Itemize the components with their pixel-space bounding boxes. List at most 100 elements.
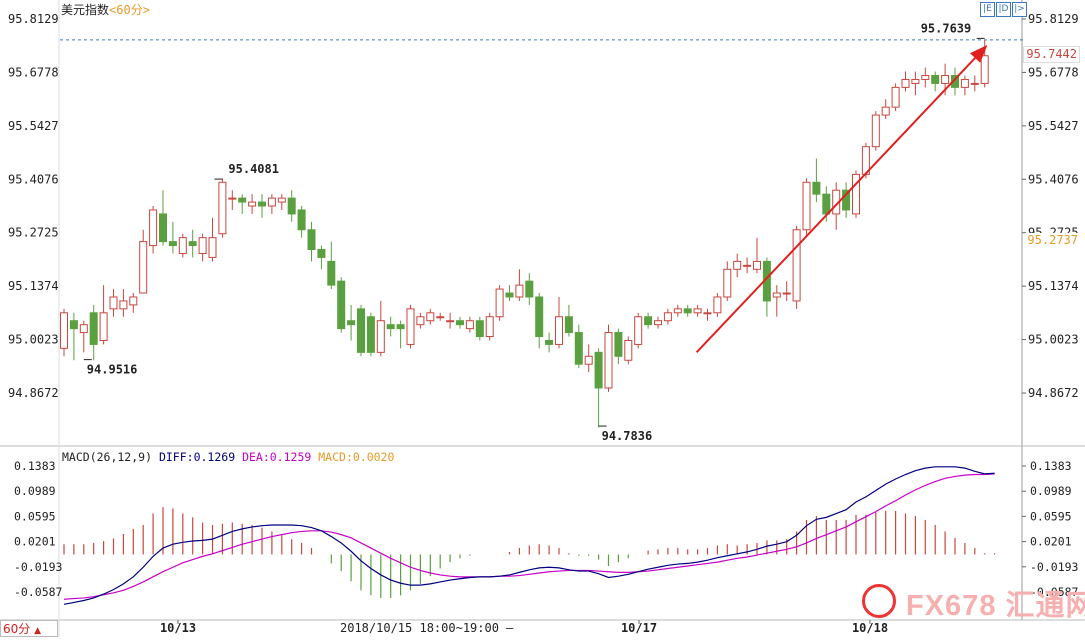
candle-body-up bbox=[891, 86, 900, 108]
macd-tick-right: -0.0193 bbox=[1030, 560, 1079, 574]
macd-tick-left: 0.0595 bbox=[14, 509, 56, 523]
candle-body-down bbox=[258, 201, 266, 207]
candle-body-up bbox=[178, 237, 187, 254]
candle-body-up bbox=[743, 264, 752, 267]
candle-body-up bbox=[60, 312, 68, 349]
time-axis-label: 10/18 bbox=[852, 621, 888, 635]
toolbar-button-e[interactable]: |E bbox=[980, 2, 995, 17]
candle-body-down bbox=[822, 193, 831, 215]
candle-body-up bbox=[485, 316, 494, 338]
trend-arrow-line bbox=[695, 47, 986, 354]
macd-tick-left: -0.0193 bbox=[14, 560, 63, 574]
toolbar-button-d[interactable]: |D bbox=[996, 2, 1011, 17]
macd-diff-value: DIFF:0.1269 bbox=[158, 450, 236, 464]
logo-text: FX678 汇通网 bbox=[906, 590, 1085, 622]
candle-body-down bbox=[525, 280, 534, 298]
trend-arrow-head bbox=[969, 44, 988, 63]
candle-body-up bbox=[634, 316, 643, 345]
candle-body-down bbox=[535, 296, 544, 338]
macd-dea-value: DEA:0.1259 bbox=[242, 450, 312, 464]
candle-body-down bbox=[366, 316, 375, 353]
last-price-tag: 95.7442 bbox=[1023, 46, 1080, 63]
macd-title: MACD(26,12,9) bbox=[62, 450, 153, 464]
price-tick-left: 95.2725 bbox=[8, 226, 59, 240]
candle-body-up bbox=[604, 332, 613, 389]
macd-tick-right: -0.0587 bbox=[1030, 585, 1079, 599]
price-tick-right: 95.4076 bbox=[1028, 172, 1079, 186]
candle-body-up bbox=[921, 75, 930, 80]
candle-body-up bbox=[753, 260, 761, 270]
candle-body-up bbox=[772, 292, 781, 298]
candle-body-up bbox=[436, 316, 445, 319]
price-tick-right: 95.5427 bbox=[1028, 119, 1079, 133]
candle-body-down bbox=[238, 197, 247, 203]
candle-body-up bbox=[693, 308, 702, 314]
time-axis-label: 10/17 bbox=[621, 621, 657, 635]
candle-body-up bbox=[149, 209, 158, 247]
candle-body-up bbox=[208, 237, 217, 258]
toolbar-button-play[interactable]: |> bbox=[1012, 2, 1027, 17]
candle-body-up bbox=[218, 181, 227, 235]
price-tick-right: 94.8672 bbox=[1028, 386, 1079, 400]
candle-body-down bbox=[69, 320, 78, 330]
candle-body-up bbox=[406, 308, 415, 345]
diff-line bbox=[63, 466, 995, 605]
candle-body-up bbox=[852, 173, 860, 215]
candle-body-down bbox=[931, 75, 940, 84]
candle-body-down bbox=[337, 280, 346, 330]
candle-body-up bbox=[446, 320, 455, 323]
candle-body-up bbox=[495, 288, 504, 318]
candle-body-down bbox=[386, 324, 395, 330]
macd-tick-right: 0.1383 bbox=[1030, 459, 1072, 473]
candle-body-up bbox=[654, 320, 662, 326]
price-tick-left: 95.1374 bbox=[8, 279, 59, 293]
candle-body-up bbox=[515, 284, 524, 298]
candle-body-up bbox=[911, 78, 920, 84]
macd-tick-left: 0.1383 bbox=[14, 459, 56, 473]
candle-body-down bbox=[683, 308, 692, 314]
macd-tick-left: 0.0989 bbox=[14, 484, 56, 498]
candle-body-down bbox=[574, 332, 583, 365]
extreme-label-high: 95.7639 bbox=[921, 21, 972, 35]
price-tick-right: 95.6778 bbox=[1028, 65, 1079, 79]
price-tick-left: 95.8129 bbox=[8, 12, 59, 26]
candle-body-down bbox=[951, 75, 959, 88]
period-label: <60分> bbox=[109, 3, 150, 17]
crosshair-price-tag: 95.2737 bbox=[1025, 233, 1080, 248]
macd-tick-right: 0.0201 bbox=[1030, 535, 1072, 549]
candle-body-up bbox=[792, 229, 801, 302]
candle-body-up bbox=[624, 339, 633, 361]
candle-body-down bbox=[812, 181, 821, 195]
candle-body-down bbox=[456, 320, 464, 326]
candle-body-up bbox=[228, 197, 237, 200]
candle-body-down bbox=[159, 213, 167, 243]
candle-body-down bbox=[168, 241, 177, 247]
candle-body-down bbox=[188, 241, 197, 247]
candle-body-up bbox=[376, 320, 385, 353]
candle-body-up bbox=[129, 296, 138, 306]
candle-body-down bbox=[317, 249, 326, 258]
candle-body-up bbox=[416, 316, 425, 326]
crosshair-time-label: 2018/10/15 18:00~19:00 — bbox=[340, 621, 514, 635]
candle-body-down bbox=[475, 320, 484, 338]
price-tick-right: 95.1374 bbox=[1028, 279, 1079, 293]
price-tick-left: 95.0023 bbox=[8, 333, 59, 347]
candle-body-down bbox=[307, 229, 316, 251]
macd-header: MACD(26,12,9) DIFF:0.1269 DEA:0.1259 MAC… bbox=[62, 450, 394, 464]
period-selector[interactable]: 60分 ▲ bbox=[0, 620, 58, 637]
extreme-label-low: 94.9516 bbox=[87, 363, 138, 377]
candle-body-up bbox=[267, 197, 276, 207]
dea-line bbox=[63, 473, 995, 600]
price-tick-left: 95.6778 bbox=[8, 65, 59, 79]
candle-body-down bbox=[594, 351, 603, 389]
extreme-label-high: 95.4081 bbox=[228, 162, 279, 176]
macd-tick-right: 0.0989 bbox=[1030, 484, 1072, 498]
candle-body-down bbox=[842, 189, 851, 211]
candle-body-up bbox=[139, 241, 148, 294]
candle-body-down bbox=[505, 292, 514, 298]
candle-body-up bbox=[426, 312, 435, 322]
candle-body-up bbox=[802, 181, 811, 231]
candle-body-up bbox=[733, 260, 742, 270]
